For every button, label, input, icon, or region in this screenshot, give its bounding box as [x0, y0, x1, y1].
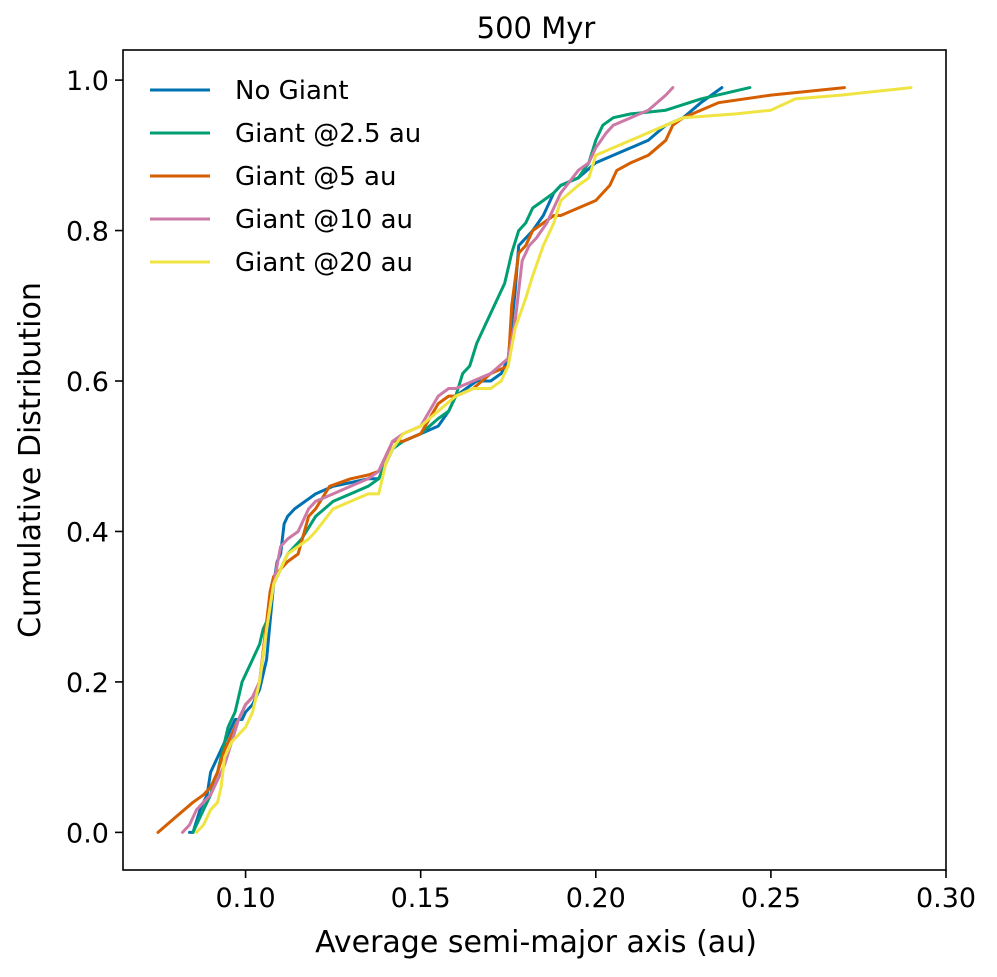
series-line-0	[188, 86, 724, 834]
y-axis: 0.0 0.2 0.4 0.6 0.8 1.0	[66, 66, 123, 849]
chart-title: 500 Myr	[477, 11, 596, 45]
x-tick-label: 0.10	[216, 883, 276, 914]
series-layer	[156, 86, 913, 834]
x-tick-label: 0.30	[916, 883, 976, 914]
series-line-1	[191, 86, 752, 834]
y-tick-label: 0.0	[66, 818, 109, 849]
x-axis-label: Average semi-major axis (au)	[315, 925, 757, 960]
legend: No Giant Giant @2.5 au Giant @5 au Giant @1…	[150, 76, 421, 278]
x-axis: 0.10 0.15 0.20 0.25 0.30	[216, 870, 976, 914]
legend-label: Giant @2.5 au	[235, 119, 421, 149]
x-tick-label: 0.15	[391, 883, 451, 914]
x-tick-label: 0.20	[566, 883, 626, 914]
legend-label: Giant @10 au	[235, 205, 413, 235]
y-tick-label: 0.2	[66, 668, 109, 699]
plot-area-frame	[122, 49, 947, 871]
y-tick-label: 0.6	[66, 367, 109, 398]
legend-label: Giant @20 au	[235, 248, 413, 278]
legend-label: No Giant	[235, 76, 349, 106]
x-tick-label: 0.25	[741, 883, 801, 914]
y-tick-label: 0.4	[66, 517, 109, 548]
y-tick-label: 0.8	[66, 217, 109, 248]
legend-label: Giant @5 au	[235, 162, 396, 192]
y-tick-label: 1.0	[66, 66, 109, 97]
series-line-4	[195, 86, 913, 834]
series-line-3	[181, 86, 675, 834]
y-axis-label: Cumulative Distribution	[13, 282, 48, 638]
series-line-2	[156, 86, 846, 834]
